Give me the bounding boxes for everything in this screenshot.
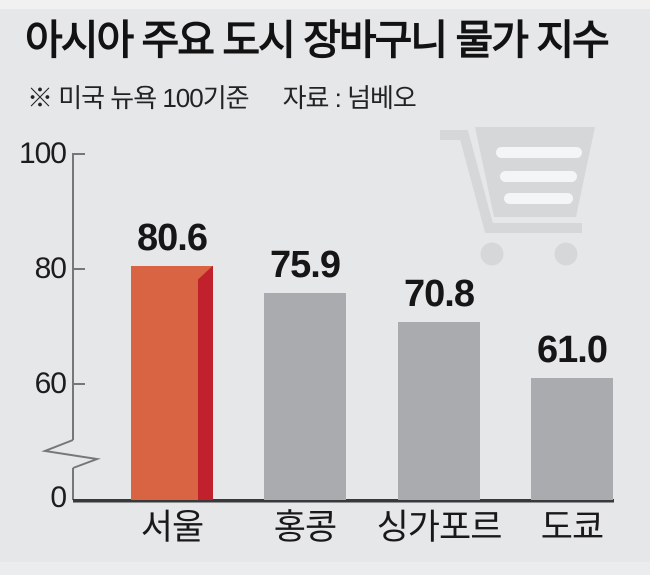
bar-서울 <box>131 265 213 500</box>
value-label: 61.0 <box>537 329 608 372</box>
y-axis-label: 60 <box>34 367 67 400</box>
chart-title: 아시아 주요 도시 장바구니 물가 지수 <box>25 17 610 63</box>
category-label: 도쿄 <box>540 508 604 547</box>
bottom-margin <box>0 562 650 575</box>
value-label: 75.9 <box>270 243 341 286</box>
chart-source: 자료 : 넘베오 <box>282 83 417 113</box>
top-margin <box>0 0 650 9</box>
bar-도쿄 <box>531 378 613 500</box>
cart-wheel <box>554 242 578 266</box>
cart-slot <box>504 193 573 204</box>
y-axis-label: 80 <box>34 252 67 285</box>
axis-break-icon <box>41 439 101 469</box>
y-axis-label: 100 <box>18 137 67 170</box>
shopping-cart-icon <box>440 127 595 266</box>
cart-slot <box>500 171 577 182</box>
category-label: 홍콩 <box>273 508 337 547</box>
chart-subtitle: ※ 미국 뉴욕 100기준 자료 : 넘베오 <box>27 78 417 115</box>
bar-홍콩 <box>264 292 346 500</box>
category-label: 싱가포르 <box>376 508 503 547</box>
category-label: 서울 <box>140 508 204 547</box>
chart-note: ※ 미국 뉴욕 100기준 <box>27 83 250 113</box>
cart-wheel <box>480 242 504 266</box>
bar-highlight-shade <box>198 265 213 500</box>
y-axis-ticks <box>73 153 85 385</box>
value-label: 80.6 <box>137 216 208 259</box>
cart-handle <box>440 130 582 233</box>
cart-slot <box>496 147 582 158</box>
y-axis-label-zero: 0 <box>50 481 67 514</box>
bar-싱가포르 <box>398 321 480 500</box>
value-label: 70.8 <box>404 272 475 315</box>
